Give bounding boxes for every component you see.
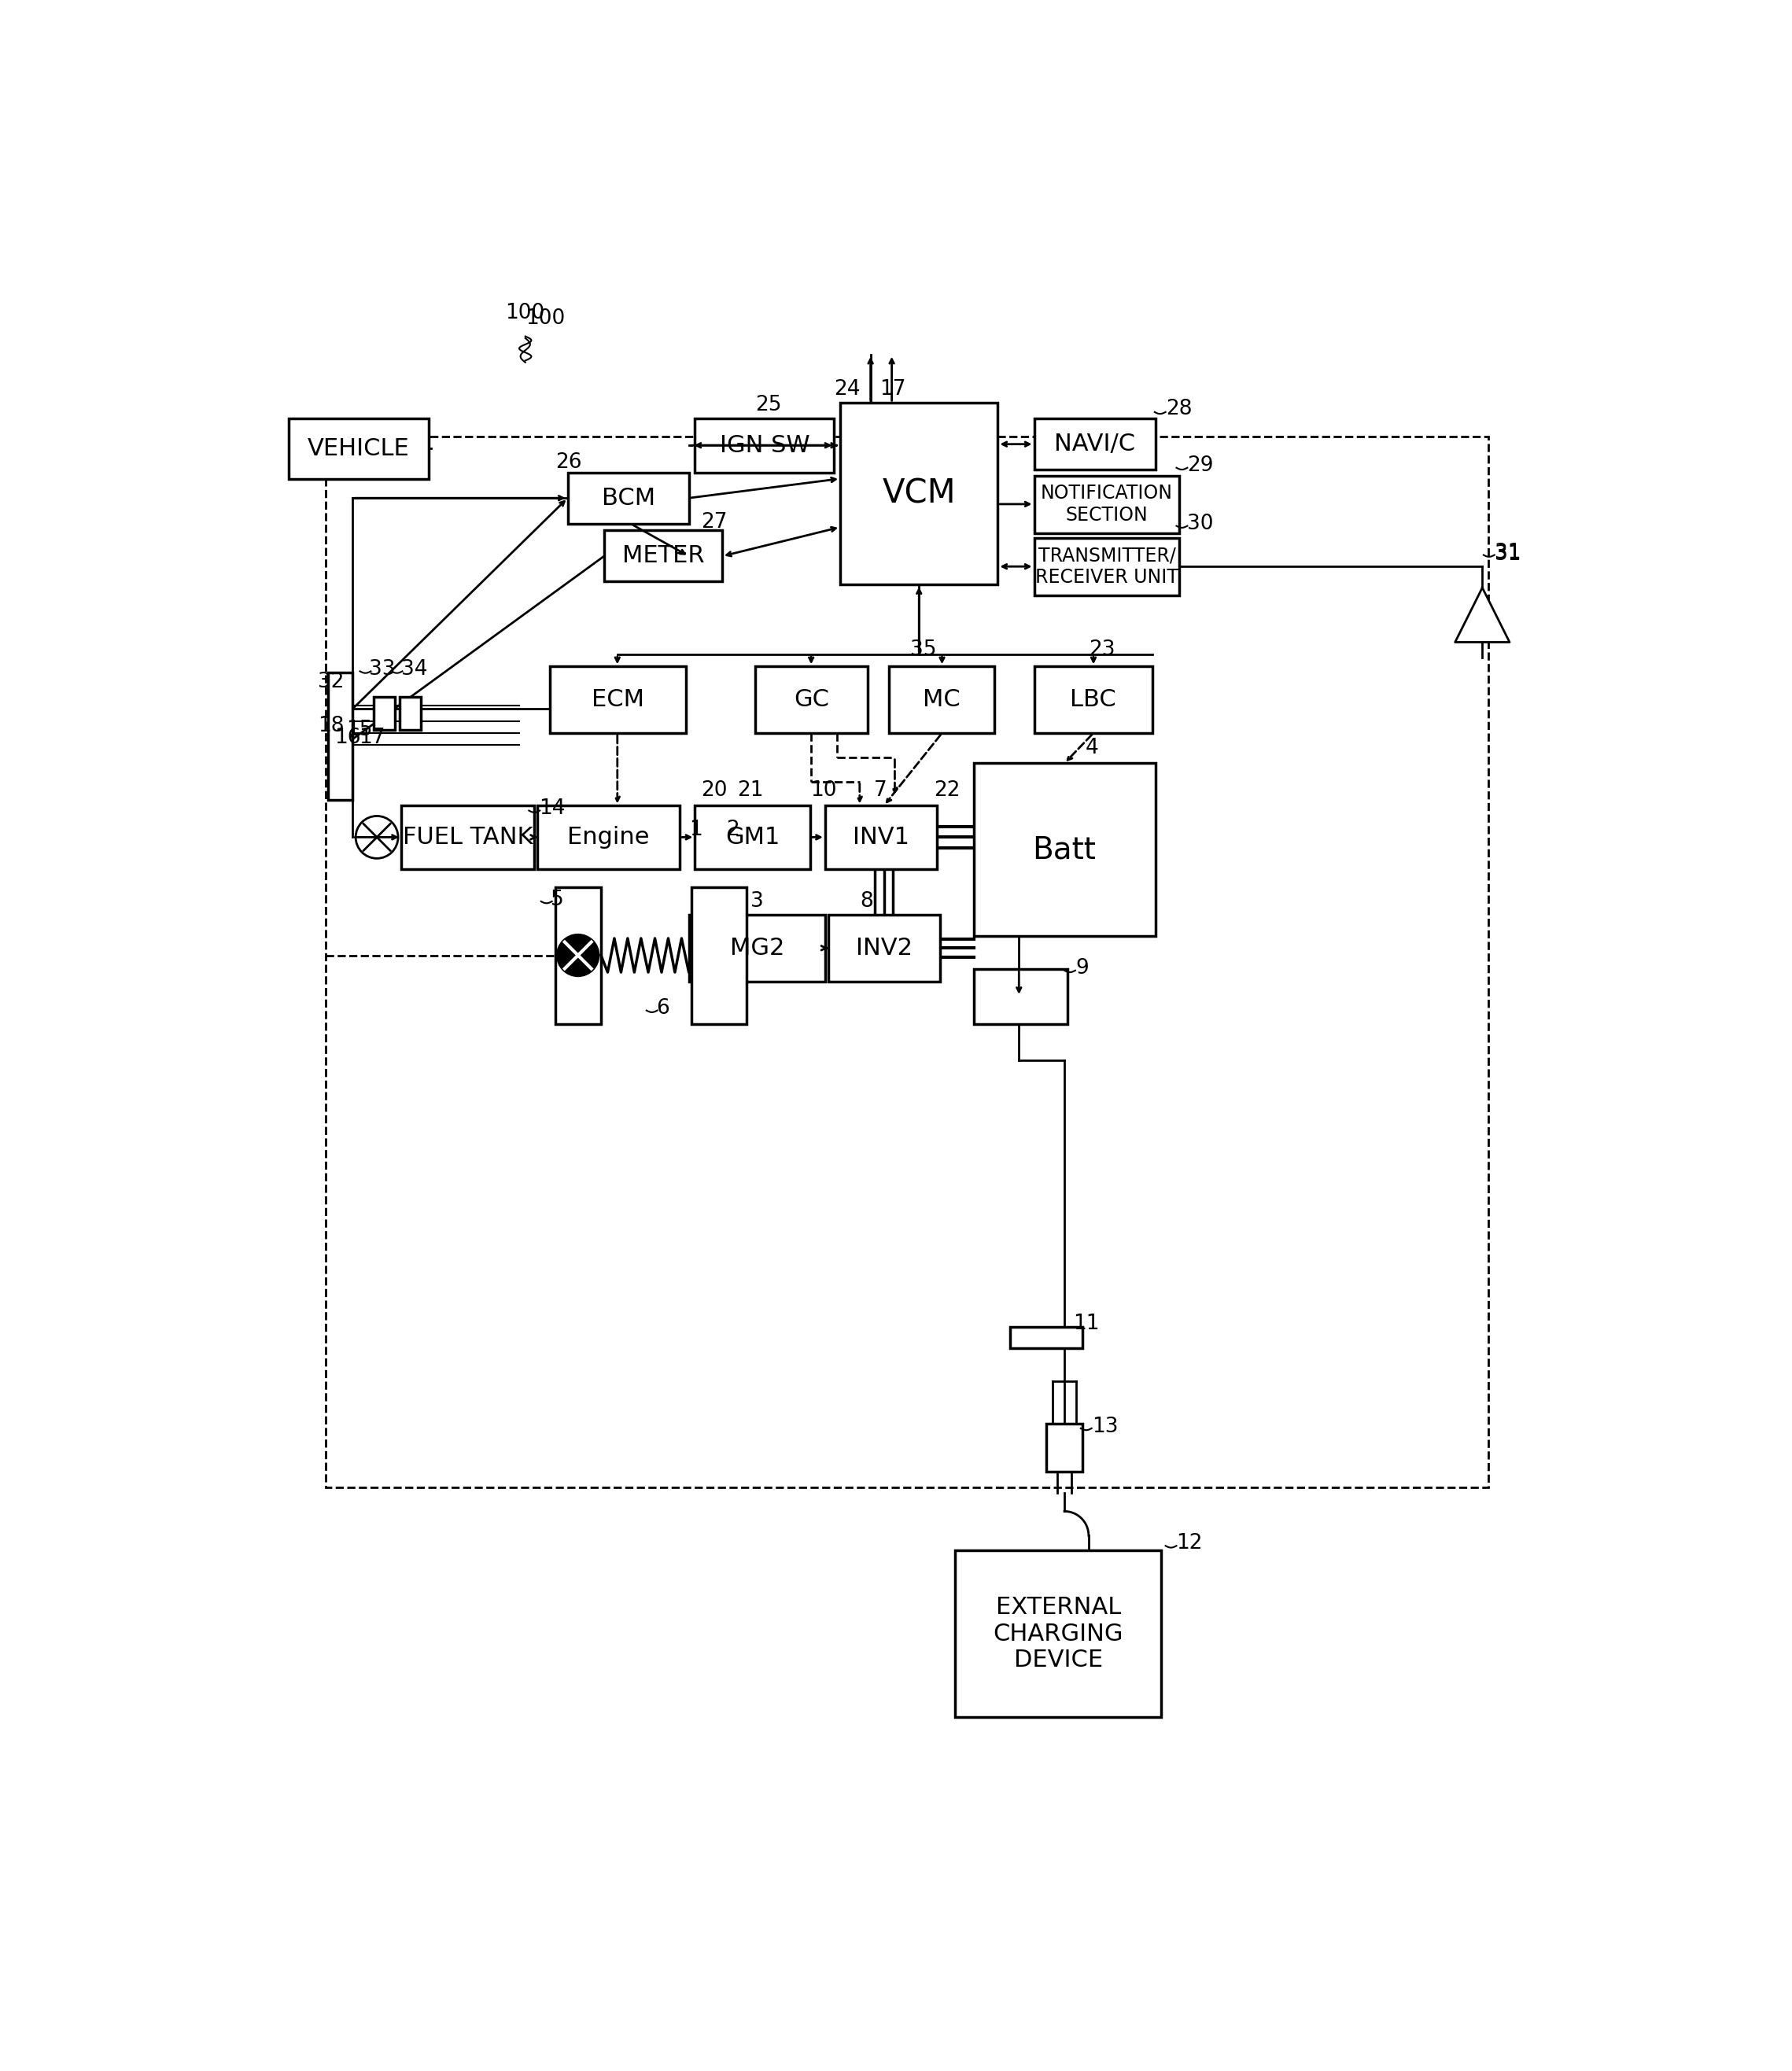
Text: 27: 27 [701,512,728,532]
Text: IGN SW: IGN SW [719,435,810,458]
Text: Engine: Engine [568,826,650,849]
Text: 100: 100 [505,302,545,323]
Text: METER: METER [622,545,704,567]
Polygon shape [1455,588,1509,642]
Text: Batt: Batt [1032,835,1097,864]
Text: GC: GC [794,688,830,710]
Bar [1034,418,1156,470]
Text: MG2: MG2 [729,936,785,959]
Bar [824,806,937,870]
Bar [326,437,1489,1487]
Text: 17: 17 [880,379,907,400]
Text: VEHICLE: VEHICLE [308,437,410,460]
Text: 28: 28 [1165,400,1192,418]
Bar [1034,476,1179,532]
Text: INV2: INV2 [857,936,912,959]
Text: 35: 35 [910,640,935,661]
Text: 8: 8 [860,891,873,911]
Bar [973,764,1156,936]
Bar [889,667,995,733]
Text: 100: 100 [525,309,564,329]
Bar [375,696,394,729]
Text: 12: 12 [1176,1533,1202,1553]
Bar [1034,667,1152,733]
Bar [692,888,747,1023]
Text: 23: 23 [1088,640,1115,661]
Bar [400,696,421,729]
Text: 11: 11 [1073,1313,1100,1334]
Text: 25: 25 [756,396,781,414]
Bar [604,530,722,582]
Bar [695,418,835,472]
Bar [1034,538,1179,596]
Text: GM1: GM1 [726,826,780,849]
Text: NAVI/C: NAVI/C [1054,433,1134,456]
Text: FUEL TANK: FUEL TANK [403,826,532,849]
Text: TRANSMITTER/
RECEIVER UNIT: TRANSMITTER/ RECEIVER UNIT [1036,547,1179,588]
Text: 4: 4 [1086,737,1098,758]
Text: 31: 31 [1495,543,1521,563]
Circle shape [355,816,398,857]
Text: 3: 3 [751,891,763,911]
Text: 21: 21 [737,781,763,801]
Text: 31: 31 [1495,545,1521,565]
Text: 1: 1 [688,820,702,841]
Text: 10: 10 [810,781,837,801]
Text: 16: 16 [335,727,360,748]
Text: 5: 5 [550,888,564,909]
Bar [1011,1328,1082,1348]
Text: 18: 18 [319,717,344,735]
Text: LBC: LBC [1070,688,1116,710]
Bar [973,969,1068,1023]
Bar [688,915,824,982]
Text: 20: 20 [701,781,728,801]
Text: MC: MC [923,688,961,710]
Circle shape [557,934,599,978]
Text: 15: 15 [346,721,373,739]
Bar [828,915,941,982]
Text: NOTIFICATION
SECTION: NOTIFICATION SECTION [1041,485,1172,524]
Text: INV1: INV1 [853,826,910,849]
Bar [1047,1423,1082,1472]
Bar [289,418,428,478]
Bar [568,472,688,524]
Text: 30: 30 [1188,514,1213,534]
Text: ECM: ECM [591,688,643,710]
Bar [328,673,353,799]
Text: 29: 29 [1188,456,1213,476]
Bar [840,404,998,584]
Text: 14: 14 [539,799,566,818]
Text: EXTERNAL
CHARGING
DEVICE: EXTERNAL CHARGING DEVICE [993,1597,1124,1671]
Text: 9: 9 [1075,957,1088,978]
Text: 7: 7 [873,781,887,801]
Bar [756,667,867,733]
Bar [538,806,679,870]
Text: BCM: BCM [602,487,656,509]
Text: 6: 6 [656,998,668,1019]
Text: VCM: VCM [882,476,955,509]
Text: 26: 26 [556,451,582,472]
Text: 13: 13 [1091,1417,1118,1437]
Text: 34: 34 [401,659,428,679]
Text: 33: 33 [369,659,396,679]
Bar [401,806,534,870]
Text: 24: 24 [835,379,860,400]
Bar [955,1551,1161,1717]
Bar [695,806,810,870]
Text: 2: 2 [726,820,740,841]
Bar [550,667,686,733]
Bar [556,888,600,1023]
Text: 22: 22 [934,781,961,801]
Text: 32: 32 [319,671,344,692]
Text: 17: 17 [358,727,385,748]
